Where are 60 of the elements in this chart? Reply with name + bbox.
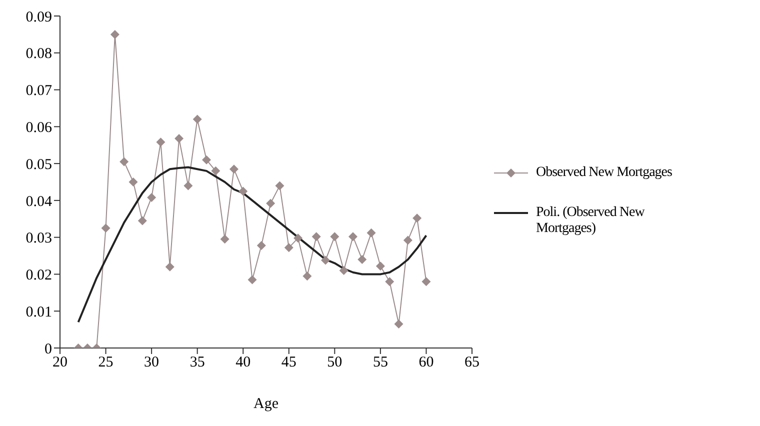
point (330, 232, 340, 242)
x-tick-label: 60 (418, 354, 434, 371)
y-tick-label: 0 (44, 341, 52, 358)
point (266, 198, 276, 208)
point (120, 157, 129, 166)
point (128, 178, 138, 186)
y-tick-label: 0.03 (26, 230, 52, 247)
point (165, 262, 174, 272)
point (256, 240, 266, 250)
x-tick-label: 40 (236, 354, 251, 371)
y-tick-label: 0.07 (26, 83, 52, 100)
x-tick-label: 45 (281, 354, 296, 371)
point (321, 256, 330, 265)
x-axis-title: Age (254, 396, 279, 412)
y-tick-label: 0.04 (26, 194, 52, 210)
point (192, 114, 202, 124)
x-tick-label: 35 (190, 354, 205, 371)
point (366, 228, 376, 238)
point (376, 262, 385, 271)
point (385, 277, 394, 286)
y-tick-label: 0.01 (26, 304, 52, 320)
point (275, 181, 284, 190)
point (294, 234, 303, 243)
legend-label: Observed New Mortgages (536, 165, 672, 181)
point (312, 232, 321, 242)
point (101, 224, 110, 233)
y-tick-label: 0.02 (26, 268, 52, 284)
point (211, 166, 220, 176)
point (174, 134, 184, 143)
y-tick-label: 0.06 (26, 120, 52, 136)
y-tick-label: 0.08 (26, 46, 52, 62)
point (138, 216, 147, 226)
point (403, 236, 412, 245)
point (220, 234, 230, 244)
legend-label: Poli. (Observed New Mortgages) (536, 205, 646, 237)
x-tick-label: 65 (464, 354, 480, 371)
x-tick-label: 25 (98, 354, 114, 371)
x-tick-label: 50 (327, 354, 342, 371)
point (238, 186, 248, 196)
point (358, 254, 367, 264)
point (339, 266, 348, 276)
x-tick-label: 30 (144, 354, 160, 371)
point (348, 232, 358, 242)
x-tick-label: 20 (52, 354, 68, 371)
y-tick-label: 0.09 (26, 9, 52, 26)
point (248, 275, 257, 284)
point (156, 138, 166, 147)
point (110, 30, 120, 39)
line-series (77, 166, 428, 324)
point (412, 214, 422, 223)
y-tick-label: 0.05 (26, 156, 52, 173)
point (229, 164, 238, 174)
point (184, 181, 193, 190)
point (302, 272, 312, 281)
point (422, 277, 431, 286)
point (284, 243, 294, 252)
x-tick-label: 55 (372, 354, 388, 371)
point (202, 155, 211, 164)
point (147, 192, 156, 202)
point (394, 320, 404, 329)
